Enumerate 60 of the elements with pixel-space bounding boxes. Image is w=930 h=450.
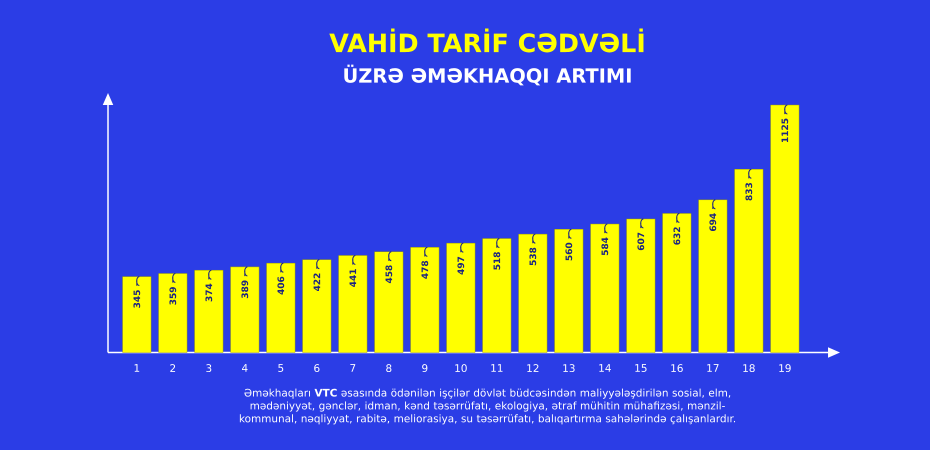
x-tick-label: 5 — [278, 364, 284, 372]
bar — [410, 247, 440, 353]
x-tick-label: 10 — [455, 364, 467, 372]
bar — [302, 259, 332, 353]
bar — [266, 262, 296, 353]
x-tick-label: 15 — [635, 364, 647, 372]
bar — [770, 104, 800, 353]
bar — [194, 270, 224, 353]
bar — [230, 266, 260, 353]
x-tick-label: 2 — [170, 364, 176, 372]
x-tick-label: 9 — [422, 364, 428, 372]
data-label: 607 — [637, 232, 644, 250]
chart-title: VAHİD TARİF CƏDVƏLİ — [329, 28, 644, 52]
text: Əməkhaqları VTC əsasında ödənilən işçilər dövlət büdcəsindən maliyyələşdirilən sosial, elm, mədəniyyət, gənclər, idman, kənd təsərrüfatı, ekologiya, ətraf mühitin mühafizəsi, mənzil-kommunal, nəqliyyat, rabitə, meliorasiya, su təsərrüfatı, balıqartırma sahələrində çalışanlardır. — [240, 388, 736, 424]
x-tick-label: 14 — [599, 364, 611, 372]
bar — [626, 218, 656, 353]
bar — [662, 213, 692, 353]
data-label: 538 — [529, 248, 536, 266]
data-label: 560 — [565, 242, 572, 260]
data-label: 458 — [385, 265, 392, 284]
x-tick-label: 18 — [743, 364, 755, 372]
chart-subtitle: ÜZRƏ ƏMƏKHAQQI ARTIMI — [344, 64, 631, 86]
bar — [698, 200, 728, 353]
x-tick-label: 12 — [527, 364, 538, 372]
bar — [482, 238, 512, 353]
x-tick-label: 8 — [386, 364, 392, 372]
x-tick-label: 3 — [206, 364, 212, 372]
data-label: 584 — [601, 237, 608, 256]
data-label: 478 — [421, 260, 428, 279]
x-tick-label: 13 — [563, 364, 575, 372]
x-tick-label: 1 — [134, 364, 140, 372]
x-tick-label: 4 — [242, 364, 248, 372]
x-tick-label: 17 — [707, 364, 719, 372]
x-tick-label: 11 — [491, 364, 503, 372]
data-label: 833 — [745, 182, 752, 200]
bar — [374, 252, 404, 353]
bar — [158, 273, 188, 353]
bar — [122, 276, 152, 353]
data-label: 497 — [457, 256, 464, 275]
x-tick-label: 16 — [671, 364, 683, 372]
data-label: 632 — [673, 227, 680, 245]
data-label: 1125 — [781, 118, 788, 142]
bar — [734, 169, 764, 353]
data-label: 389 — [241, 280, 248, 298]
data-label: 345 — [133, 290, 140, 308]
bar — [590, 224, 620, 353]
data-label: 441 — [350, 269, 356, 287]
data-label: 518 — [493, 252, 500, 270]
x-tick-label: 19 — [779, 364, 791, 372]
bar — [446, 242, 476, 353]
x-tick-label: 7 — [350, 364, 356, 372]
bar — [518, 234, 548, 353]
data-label: 374 — [205, 284, 212, 302]
data-label: 406 — [277, 276, 284, 295]
x-tick-label: 6 — [314, 364, 320, 372]
data-label: 359 — [169, 287, 176, 305]
bar — [554, 229, 584, 353]
bar — [338, 255, 368, 353]
data-label: 422 — [313, 273, 320, 292]
data-label: 694 — [709, 213, 716, 232]
